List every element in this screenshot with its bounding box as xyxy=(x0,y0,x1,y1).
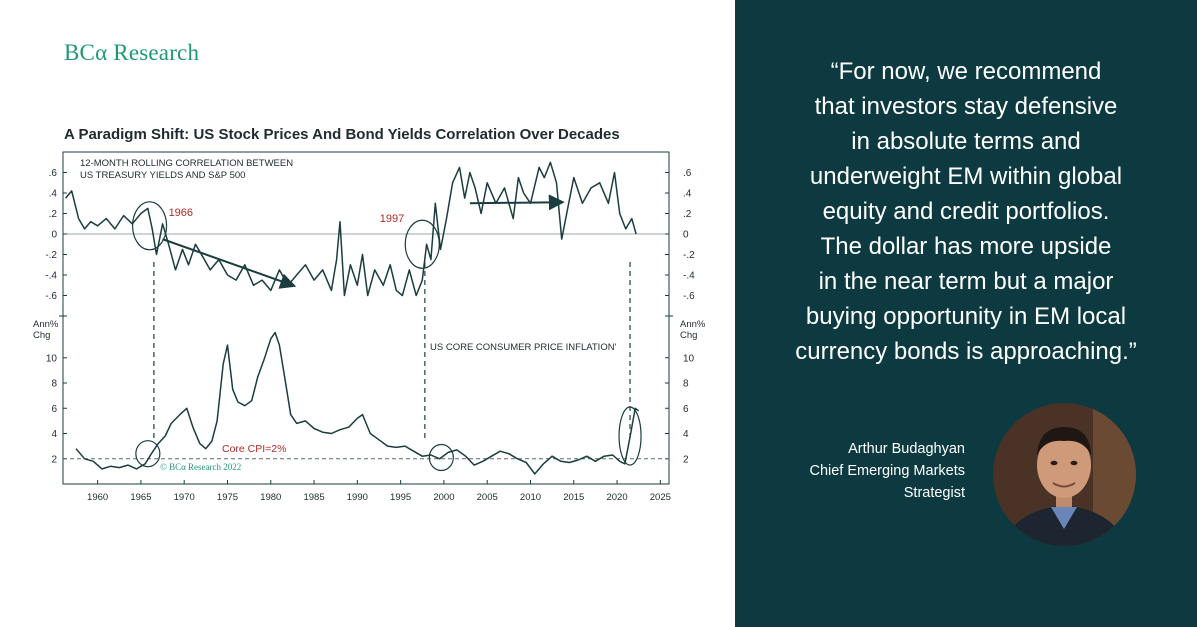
unit-label-left: Chg xyxy=(33,330,50,341)
top-y-tick-label: -.6 xyxy=(45,291,57,302)
unit-label-right: Chg xyxy=(680,330,697,341)
bottom-y-tick-label: 2 xyxy=(51,454,57,465)
quote-line: in the near term but a major xyxy=(818,268,1114,295)
x-axis: 1960 1965 1970 1975 1980 1985 1990 1995 2000 2005… xyxy=(87,480,671,503)
author-title: Strategist xyxy=(903,485,965,501)
chart-frame xyxy=(59,151,673,485)
correlation-line xyxy=(65,161,637,297)
x-tick-label: 2000 xyxy=(433,492,454,503)
x-tick-label: 1990 xyxy=(347,492,368,503)
top-y-tick-label: -.4 xyxy=(45,271,57,282)
quote-line: currency bonds is approaching.” xyxy=(795,338,1137,365)
highlight-circle xyxy=(618,406,642,466)
cpi-reference-label: Core CPI=2% xyxy=(222,443,287,455)
x-tick-label: 1995 xyxy=(390,492,411,503)
x-tick-label: 2025 xyxy=(650,492,671,503)
bottom-y-tick-label: 10 xyxy=(46,353,58,364)
top-y-tick-label: 0 xyxy=(51,230,57,241)
chart-annotations: 1966 1997 xyxy=(131,194,642,472)
quote-line: The dollar has more upside xyxy=(820,233,1112,260)
top-y-tick-label: .6 xyxy=(49,168,58,179)
top-y-tick-label: .4 xyxy=(49,189,58,200)
quote-line: “For now, we recommend xyxy=(830,58,1102,85)
pull-quote: “For now, we recommend that investors st… xyxy=(755,54,1177,369)
cpi-line xyxy=(75,331,640,475)
x-tick-label: 1975 xyxy=(217,492,238,503)
dashed-verticals xyxy=(153,262,631,440)
cpi-series xyxy=(63,331,669,475)
bottom-y-tick-label: 6 xyxy=(683,404,689,415)
top-y-tick-label: .6 xyxy=(683,168,692,179)
top-y-axis: .6 .6 .4 .4 .2 .2 0 0 -.2 -.2 -.4 -.4 -.6 -.6 xyxy=(45,168,695,302)
bottom-y-tick-label: 6 xyxy=(51,404,57,415)
correlation-series xyxy=(65,161,637,297)
unit-label-left: Ann% xyxy=(33,319,59,330)
bottom-y-tick-label: 2 xyxy=(683,454,689,465)
quote-line: underweight EM within global xyxy=(809,163,1123,190)
trend-arrow xyxy=(162,238,297,289)
x-tick-label: 2020 xyxy=(606,492,627,503)
highlight-circle xyxy=(404,219,440,269)
top-y-tick-label: -.4 xyxy=(683,271,695,282)
quote-panel xyxy=(735,0,1197,627)
chart-title: A Paradigm Shift: US Stock Prices And Bo… xyxy=(64,126,620,143)
year-annotation: 1966 xyxy=(169,207,193,219)
top-y-tick-label: -.6 xyxy=(683,291,695,302)
top-panel-label: 12-MONTH ROLLING CORRELATION BETWEEN xyxy=(80,158,293,169)
x-tick-label: 1960 xyxy=(87,492,108,503)
trend-arrow xyxy=(469,194,565,211)
top-y-tick-label: .2 xyxy=(49,209,58,220)
top-y-tick-label: -.2 xyxy=(45,250,57,261)
bottom-y-tick-label: 10 xyxy=(683,353,695,364)
x-tick-label: 1965 xyxy=(130,492,151,503)
x-tick-label: 1985 xyxy=(303,492,324,503)
chart-panel xyxy=(0,0,735,627)
unit-label-right: Ann% xyxy=(680,319,706,330)
highlight-circle xyxy=(428,443,454,472)
quote-line: equity and credit portfolios. xyxy=(822,198,1110,225)
x-tick-label: 2015 xyxy=(563,492,584,503)
x-tick-label: 1970 xyxy=(174,492,195,503)
bottom-y-tick-label: 8 xyxy=(683,379,689,390)
highlight-circle xyxy=(131,201,168,251)
highlight-circle xyxy=(135,440,161,468)
correlation-cpi-chart: .6 .6 .4 .4 .2 .2 0 0 -.2 -.2 -.4 -.4 -.6 -.6 2 2 4 4 6 6 8… xyxy=(33,151,706,503)
quote-line: in absolute terms and xyxy=(851,128,1081,155)
author-name: Arthur Budaghyan xyxy=(848,441,965,457)
bottom-y-tick-label: 4 xyxy=(683,429,689,440)
x-tick-label: 2005 xyxy=(477,492,498,503)
top-y-tick-label: 0 xyxy=(683,230,689,241)
top-y-tick-label: .2 xyxy=(683,209,692,220)
quote-line: that investors stay defensive xyxy=(814,93,1118,120)
top-panel-label: US TREASURY YIELDS AND S&P 500 xyxy=(80,170,245,181)
author-title: Chief Emerging Markets xyxy=(809,463,965,479)
bottom-panel-label: US CORE CONSUMER PRICE INFLATION' xyxy=(430,342,617,353)
author-portrait-icon xyxy=(993,403,1136,546)
chart-copyright: © BCα Research 2022 xyxy=(160,462,241,472)
x-tick-label: 1980 xyxy=(260,492,281,503)
bottom-y-tick-label: 8 xyxy=(51,379,57,390)
quote-line: buying opportunity in EM local xyxy=(805,303,1127,330)
top-y-tick-label: .4 xyxy=(683,189,692,200)
plot-frame xyxy=(62,151,670,485)
x-tick-label: 2010 xyxy=(520,492,541,503)
bottom-y-tick-label: 4 xyxy=(51,429,57,440)
author-photo xyxy=(993,403,1136,546)
bca-research-logo[interactable]: BCα Research xyxy=(64,40,200,65)
year-annotation: 1997 xyxy=(380,213,404,225)
top-y-tick-label: -.2 xyxy=(683,250,695,261)
author-block: Arthur Budaghyan Chief Emerging Markets … xyxy=(755,438,965,504)
